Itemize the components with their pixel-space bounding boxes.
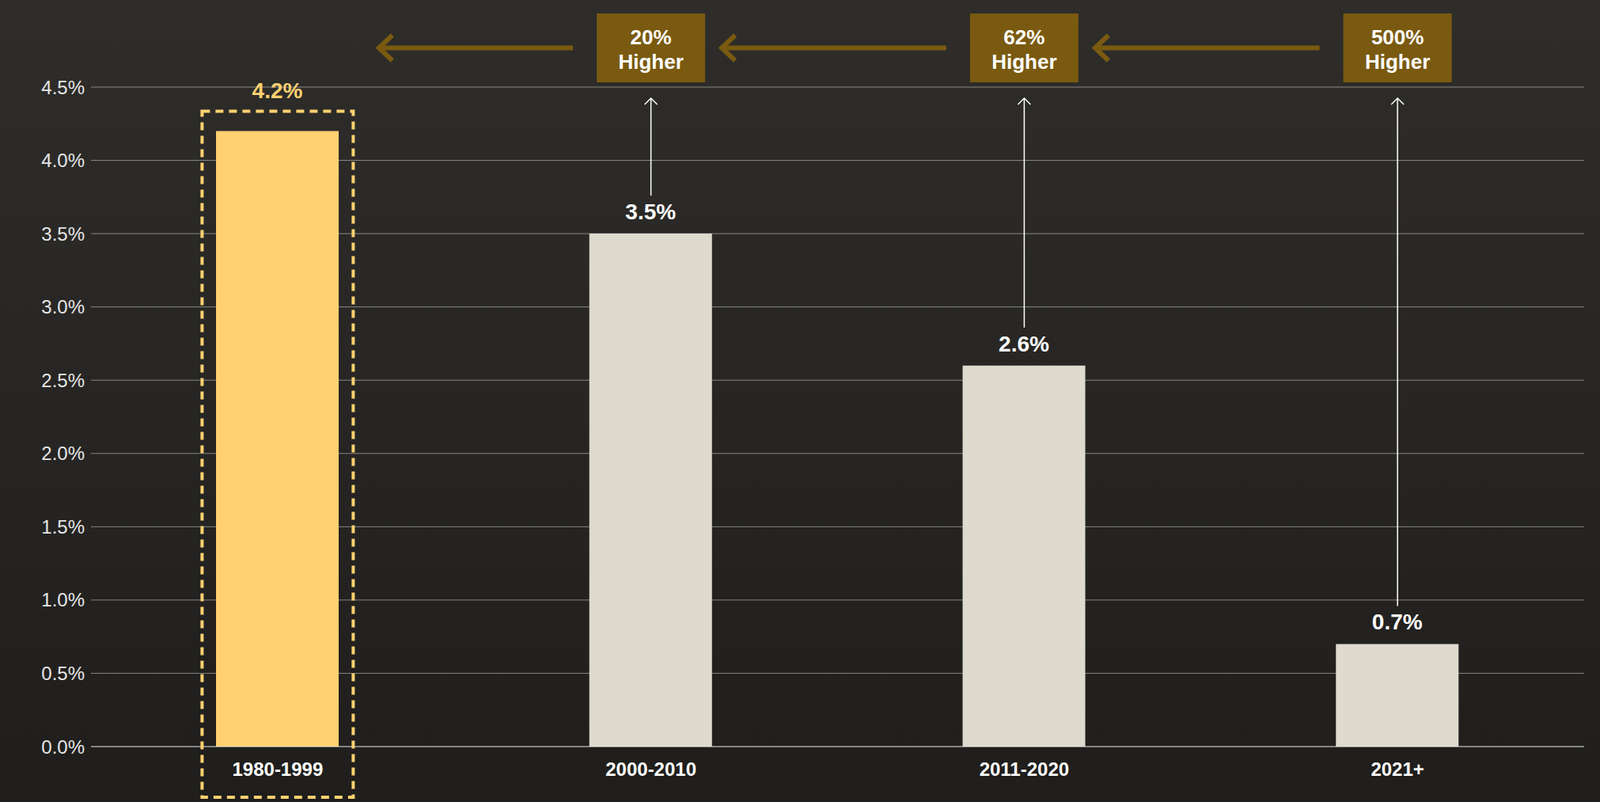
svg-text:2.5%: 2.5% [41, 369, 85, 391]
svg-text:2011-2020: 2011-2020 [979, 758, 1070, 780]
svg-text:62%Higher: 62%Higher [991, 25, 1057, 74]
svg-text:2.0%: 2.0% [41, 442, 85, 464]
svg-text:2021+: 2021+ [1370, 758, 1424, 780]
svg-text:1.5%: 1.5% [41, 515, 85, 538]
svg-text:500%Higher: 500%Higher [1364, 25, 1430, 74]
svg-text:2.6%: 2.6% [998, 331, 1050, 357]
svg-text:0.5%: 0.5% [41, 662, 85, 684]
svg-text:2000-2010: 2000-2010 [605, 758, 697, 780]
svg-text:1.0%: 1.0% [41, 588, 85, 611]
svg-text:3.5%: 3.5% [625, 199, 676, 224]
svg-text:20%Higher: 20%Higher [618, 25, 683, 74]
svg-text:1980-1999: 1980-1999 [231, 758, 323, 780]
svg-text:4.0%: 4.0% [41, 149, 85, 171]
svg-text:4.5%: 4.5% [41, 76, 85, 99]
svg-text:0.7%: 0.7% [1372, 609, 1423, 634]
svg-text:0.0%: 0.0% [41, 735, 85, 758]
svg-text:3.5%: 3.5% [41, 223, 85, 245]
svg-text:4.2%: 4.2% [252, 78, 304, 103]
svg-text:3.0%: 3.0% [41, 295, 85, 318]
